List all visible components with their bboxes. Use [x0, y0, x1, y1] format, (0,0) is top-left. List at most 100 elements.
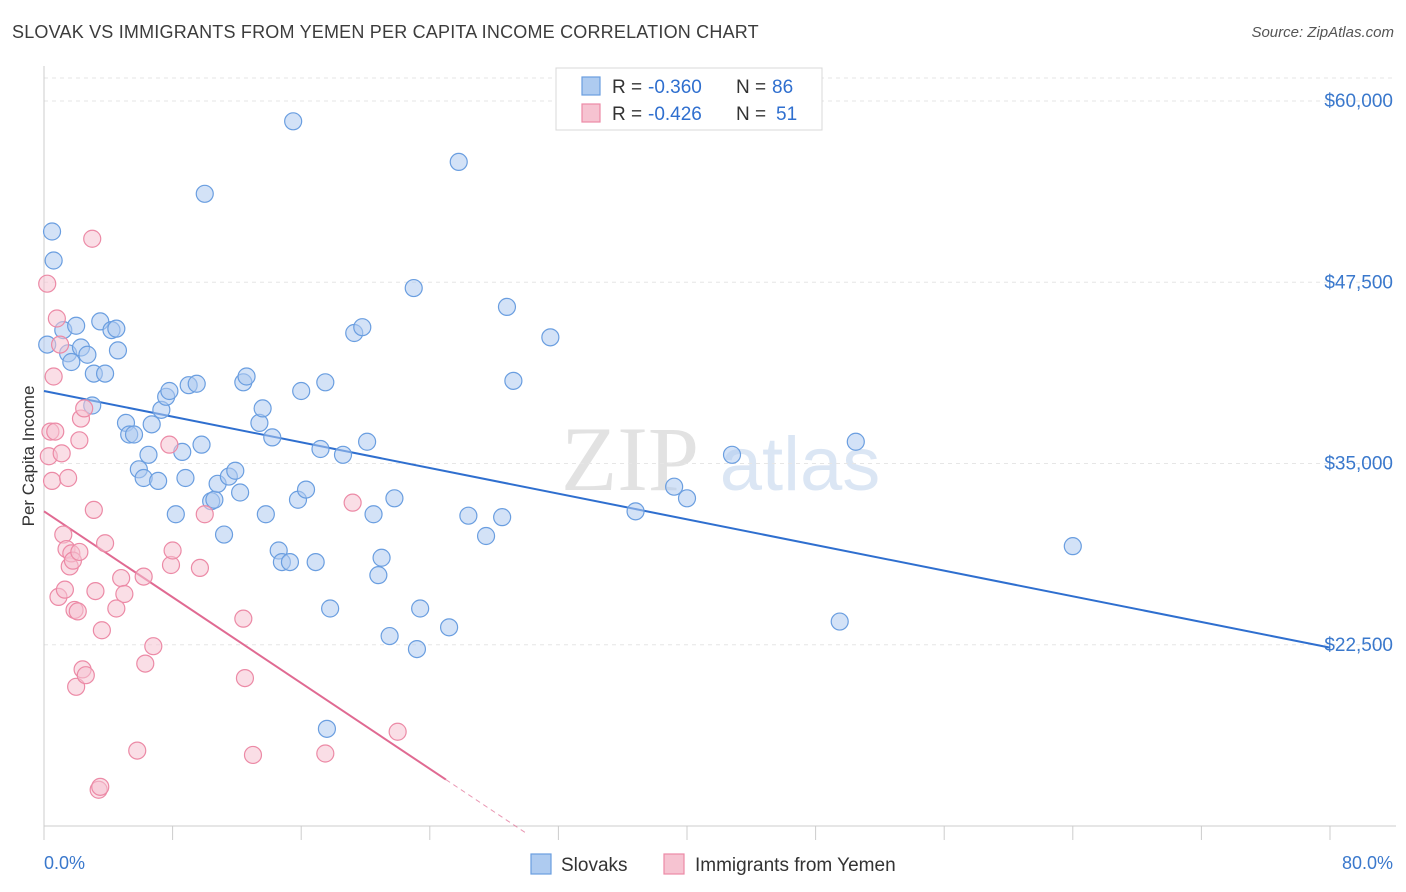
point-slovaks-50	[284, 112, 303, 131]
point-slovaks-54	[306, 552, 325, 572]
point-slovaks-60	[353, 318, 372, 337]
trend-line-yemen	[43, 510, 447, 781]
point-yemen-32	[107, 599, 126, 618]
point-slovaks-21	[139, 445, 158, 464]
point-slovaks-82	[830, 612, 849, 631]
point-slovaks-42	[237, 367, 256, 386]
point-slovaks-44	[253, 399, 272, 418]
watermark: ZIP atlas	[561, 408, 880, 510]
point-slovaks-61	[358, 432, 377, 451]
stats-n-value-yemen: 51	[776, 104, 797, 125]
point-yemen-47	[316, 744, 335, 763]
point-slovaks-73	[476, 526, 496, 546]
data-points	[38, 112, 1082, 799]
point-yemen-0	[38, 274, 57, 293]
point-yemen-44	[234, 609, 253, 628]
point-slovaks-18	[124, 425, 144, 444]
point-slovaks-77	[541, 328, 560, 347]
point-slovaks-5	[62, 352, 81, 372]
stats-r-label-yemen: R =	[612, 104, 647, 125]
stats-n-label-yemen: N =	[736, 104, 771, 125]
stats-r-label-slovaks: R =	[612, 77, 647, 98]
x-tick-labels: 0.0% 80.0%	[44, 853, 1393, 873]
legend-label-yemen: Immigrants from Yemen	[695, 855, 896, 876]
y-tick-label-2: $35,000	[1324, 454, 1393, 475]
point-slovaks-64	[372, 548, 391, 567]
point-slovaks-84	[1063, 537, 1082, 556]
point-yemen-45	[235, 668, 255, 688]
point-slovaks-85	[317, 719, 337, 738]
x-tick-label-0: 0.0%	[44, 853, 85, 873]
point-yemen-5	[46, 422, 65, 441]
grid-lines	[44, 77, 1396, 646]
point-yemen-49	[388, 722, 407, 741]
point-slovaks-65	[380, 626, 399, 646]
point-slovaks-75	[497, 297, 517, 316]
point-slovaks-23	[149, 471, 168, 490]
point-slovaks-33	[195, 184, 214, 203]
y-tick-label-1: $47,500	[1324, 272, 1393, 293]
point-slovaks-53	[296, 480, 316, 499]
x-tick-label-1: 80.0%	[1342, 853, 1393, 873]
point-yemen-38	[144, 637, 163, 656]
axes	[43, 66, 1396, 840]
point-slovaks-32	[192, 435, 211, 454]
point-yemen-35	[128, 741, 147, 760]
point-yemen-43	[195, 505, 214, 524]
point-slovaks-35	[205, 490, 224, 509]
y-tick-label-0: $60,000	[1324, 91, 1393, 112]
point-yemen-41	[163, 541, 182, 560]
point-yemen-30	[92, 621, 111, 640]
point-yemen-37	[136, 654, 155, 673]
point-yemen-24	[76, 666, 95, 685]
stats-r-value-yemen: -0.426	[648, 104, 702, 125]
point-slovaks-76	[504, 371, 523, 390]
point-yemen-48	[343, 493, 362, 512]
point-yemen-13	[59, 468, 78, 488]
point-yemen-3	[42, 471, 62, 490]
point-slovaks-80	[677, 489, 697, 508]
point-slovaks-46	[263, 428, 282, 447]
point-yemen-42	[190, 558, 210, 578]
point-slovaks-31	[187, 374, 206, 393]
stats-legend: R = -0.360 N = 86 R = -0.426 N = 51	[555, 67, 823, 131]
point-slovaks-12	[95, 364, 115, 383]
point-slovaks-6	[67, 316, 86, 335]
series-legend: Slovaks Immigrants from Yemen	[530, 853, 896, 876]
point-slovaks-14	[107, 319, 126, 338]
trend-line-yemen-extension	[445, 779, 527, 834]
point-slovaks-81	[722, 445, 742, 464]
point-slovaks-79	[665, 477, 684, 496]
point-slovaks-40	[231, 483, 250, 502]
point-slovaks-1	[42, 222, 62, 241]
stats-legend-swatch-yemen	[581, 103, 601, 123]
point-slovaks-63	[369, 566, 388, 585]
point-slovaks-55	[311, 439, 330, 459]
point-slovaks-83	[846, 432, 865, 451]
y-axis-label: Per Capita Income	[19, 386, 38, 527]
point-yemen-8	[50, 335, 70, 354]
point-yemen-20	[70, 542, 89, 562]
point-slovaks-72	[459, 506, 478, 525]
point-yemen-29	[91, 777, 110, 796]
point-slovaks-15	[108, 341, 128, 360]
trend-line-slovaks	[43, 390, 1331, 649]
point-slovaks-2	[44, 251, 63, 270]
point-yemen-39	[160, 435, 179, 454]
point-slovaks-29	[176, 468, 195, 488]
legend-label-slovaks: Slovaks	[561, 855, 628, 876]
chart-source: Source: ZipAtlas.com	[1251, 24, 1394, 41]
point-slovaks-69	[411, 599, 430, 618]
point-slovaks-27	[166, 505, 185, 524]
stats-n-value-slovaks: 86	[772, 77, 793, 98]
chart-title: SLOVAK VS IMMIGRANTS FROM YEMEN PER CAPI…	[12, 22, 759, 42]
point-slovaks-39	[226, 461, 245, 480]
stats-n-label-slovaks: N =	[736, 77, 771, 98]
point-slovaks-68	[407, 639, 427, 659]
point-slovaks-49	[280, 552, 300, 572]
point-yemen-25	[83, 229, 102, 248]
point-slovaks-67	[404, 278, 423, 298]
point-slovaks-74	[493, 508, 512, 527]
stats-r-value-slovaks: -0.360	[648, 77, 702, 98]
